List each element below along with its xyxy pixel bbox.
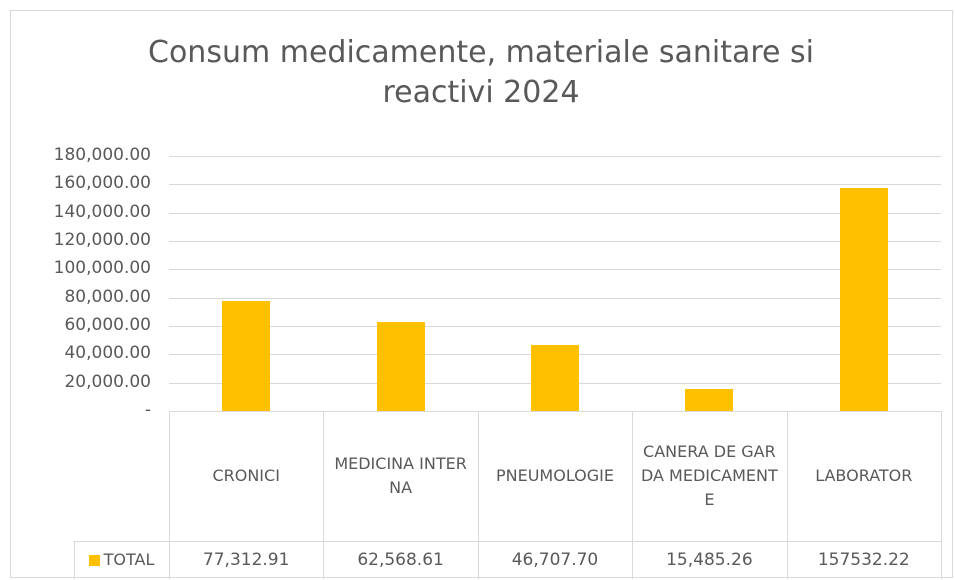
table-line xyxy=(169,411,941,412)
legend-entry: TOTAL xyxy=(74,541,169,579)
bar xyxy=(376,322,425,411)
grid-line xyxy=(169,184,941,186)
y-tick-label: 180,000.00 xyxy=(53,145,151,165)
chart: Consum medicamente, materiale sanitare s… xyxy=(10,10,953,579)
table-line xyxy=(941,411,942,579)
x-tick-label: MEDICINA INTERNA xyxy=(334,454,467,497)
table-line xyxy=(786,411,788,579)
grid-line xyxy=(169,212,941,214)
grid-line xyxy=(169,156,941,157)
table-line xyxy=(169,411,170,579)
y-tick-label: 60,000.00 xyxy=(64,315,151,335)
y-tick-label: 100,000.00 xyxy=(53,258,151,279)
value-label: 46,707.70 xyxy=(511,550,599,570)
value-label: 77,312.91 xyxy=(202,550,290,570)
value-label: 157532.22 xyxy=(817,550,910,570)
grid-line xyxy=(169,297,941,299)
table-line xyxy=(323,411,325,579)
bar xyxy=(685,389,734,411)
value-label: 62,568.61 xyxy=(357,550,444,570)
table-line xyxy=(477,411,479,579)
grid-line xyxy=(169,269,941,271)
grid-line xyxy=(169,241,941,242)
bar xyxy=(839,187,888,411)
x-tick-label: CRONICI xyxy=(212,466,280,485)
x-tick-label: LABORATOR xyxy=(815,466,913,485)
chart-title: Consum medicamente, materiale sanitare s… xyxy=(148,35,814,110)
table-line xyxy=(74,541,75,579)
table-line xyxy=(74,541,941,542)
x-tick-label: CANERA DE GARDA MEDICAMENTE xyxy=(640,442,778,509)
value-label: 15,485.26 xyxy=(666,550,753,570)
y-tick-label: - xyxy=(144,400,151,420)
table-line xyxy=(632,411,634,579)
y-tick-label: 40,000.00 xyxy=(64,343,151,364)
x-tick-label: PNEUMOLOGIE xyxy=(495,466,614,485)
bar xyxy=(222,301,271,411)
grid-line xyxy=(169,326,941,327)
legend-label: TOTAL xyxy=(103,550,155,569)
y-tick-label: 120,000.00 xyxy=(53,230,151,250)
y-tick-label: 160,000.00 xyxy=(53,173,151,194)
bar xyxy=(531,344,579,411)
y-tick-label: 140,000.00 xyxy=(53,201,151,222)
y-tick-label: 20,000.00 xyxy=(64,371,151,392)
legend-swatch xyxy=(88,554,100,566)
y-tick-label: 80,000.00 xyxy=(64,286,151,307)
